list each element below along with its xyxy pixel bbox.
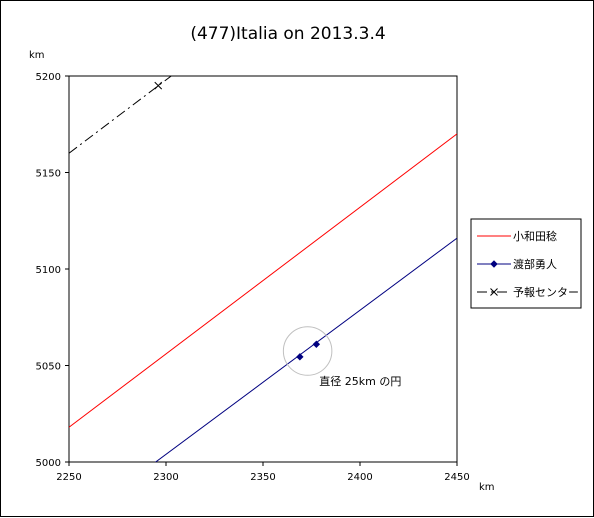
y-tick-label: 5200 [36,72,61,83]
legend-entry: 予報センター [513,286,579,299]
x-tick-label: 2400 [347,472,372,483]
series-marker-1 [296,353,304,361]
annotation-label: 直径 25km の円 [319,374,401,388]
y-axis-label: km [29,50,45,61]
x-tick-label: 2300 [153,472,178,483]
x-axis-label: km [479,482,495,493]
legend-marker [490,288,498,296]
series-marker-2 [154,81,163,90]
legend-entry: 渡部勇人 [513,257,557,271]
series-line-1 [154,237,457,462]
series-marker-1 [312,340,321,348]
series-line-0 [69,133,457,428]
chart-title: (477)Italia on 2013.3.4 [190,24,385,44]
x-tick-label: 2350 [250,472,275,483]
y-tick-label: 5100 [36,265,61,276]
y-tick-label: 5000 [36,458,61,469]
x-tick-label: 2450 [444,472,469,483]
plot-area [68,75,458,463]
y-tick-label: 5050 [36,362,61,373]
legend-entry: 小和田稔 [513,229,557,243]
circle-25km [282,326,333,376]
x-tick-label: 2250 [56,472,81,483]
y-tick-label: 5150 [36,169,61,180]
legend-marker [490,260,498,268]
